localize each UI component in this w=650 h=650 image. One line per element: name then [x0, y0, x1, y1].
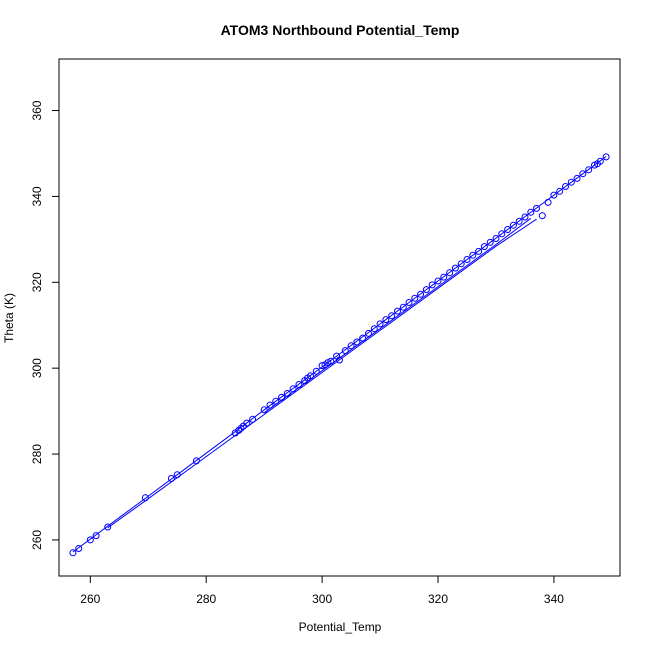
- data-point: [579, 170, 587, 178]
- data-point: [596, 157, 604, 165]
- data-point: [469, 251, 477, 259]
- data-point: [376, 320, 384, 328]
- y-tick-label: 260: [30, 530, 44, 550]
- data-point: [104, 523, 112, 531]
- data-point: [527, 208, 535, 216]
- data-point: [446, 269, 454, 277]
- data-point: [278, 393, 285, 401]
- data-point: [370, 325, 378, 333]
- y-tick-label: 340: [30, 186, 44, 206]
- data-point: [365, 329, 372, 337]
- plot-frame: [58, 58, 621, 577]
- data-point: [353, 338, 361, 346]
- data-point: [347, 342, 355, 350]
- data-point: [504, 226, 512, 233]
- x-tick-label: 340: [544, 592, 564, 606]
- data-point: [312, 367, 320, 375]
- data-point: [544, 198, 552, 206]
- x-tick-label: 280: [196, 592, 216, 606]
- data-point: [249, 415, 257, 423]
- data-point: [327, 357, 335, 365]
- x-axis: 260 280 300 320 340: [80, 575, 564, 606]
- data-point: [318, 362, 326, 370]
- data-point: [341, 347, 349, 355]
- data-point: [498, 230, 506, 238]
- data-point: [237, 424, 245, 432]
- y-tick-label: 280: [30, 444, 44, 464]
- data-point: [69, 549, 77, 557]
- data-point: [451, 264, 459, 272]
- data-point: [602, 153, 610, 161]
- data-point: [428, 281, 436, 289]
- data-point: [585, 166, 593, 174]
- data-point: [521, 213, 529, 221]
- data-point: [266, 401, 274, 409]
- x-axis-label: Potential_Temp: [299, 620, 382, 634]
- data-point: [192, 457, 200, 465]
- data-point: [399, 303, 407, 311]
- data-point: [260, 406, 268, 414]
- data-point: [405, 299, 413, 306]
- data-point: [167, 475, 175, 482]
- data-point: [173, 471, 181, 479]
- data-point: [538, 212, 546, 220]
- data-point: [515, 217, 523, 225]
- data-point: [573, 174, 581, 182]
- data-point: [394, 307, 401, 315]
- y-axis-label: Theta (K): [2, 293, 16, 343]
- data-point: [567, 178, 575, 186]
- data-point: [550, 191, 558, 199]
- x-tick-label: 300: [312, 592, 332, 606]
- data-point: [336, 356, 343, 364]
- data-point: [492, 235, 500, 242]
- data-point: [388, 312, 396, 320]
- data-point: [533, 204, 540, 212]
- x-tick-label: 260: [80, 592, 100, 606]
- y-tick-label: 320: [30, 272, 44, 292]
- data-point: [141, 494, 149, 502]
- data-point: [440, 273, 448, 281]
- data-point: [307, 372, 314, 380]
- y-tick-label: 300: [30, 358, 44, 378]
- series-line-2: [107, 218, 537, 529]
- data-point: [556, 187, 564, 195]
- chart-title: ATOM3 Northbound Potential_Temp: [221, 22, 460, 38]
- data-point: [75, 545, 83, 552]
- y-tick-label: 360: [30, 100, 44, 120]
- y-axis: 260 280 300 320 340 360: [30, 100, 60, 550]
- data-point: [283, 390, 291, 397]
- data-point: [382, 316, 390, 324]
- data-point: [243, 419, 251, 427]
- data-point: [272, 397, 280, 405]
- data-point: [289, 385, 297, 393]
- series-layer: [69, 153, 610, 557]
- data-point: [486, 238, 494, 246]
- data-point: [295, 381, 303, 388]
- x-tick-label: 320: [428, 592, 448, 606]
- data-point: [475, 247, 483, 255]
- data-point: [417, 290, 425, 298]
- data-point: [480, 243, 488, 251]
- data-point: [457, 260, 465, 268]
- data-point: [463, 256, 471, 263]
- data-point: [411, 294, 419, 302]
- data-point: [92, 532, 100, 540]
- data-point: [86, 536, 94, 544]
- data-point: [562, 183, 569, 190]
- data-point: [235, 426, 243, 434]
- data-point: [434, 277, 442, 285]
- data-point: [422, 286, 430, 294]
- data-point: [359, 334, 367, 342]
- data-point: [509, 221, 517, 229]
